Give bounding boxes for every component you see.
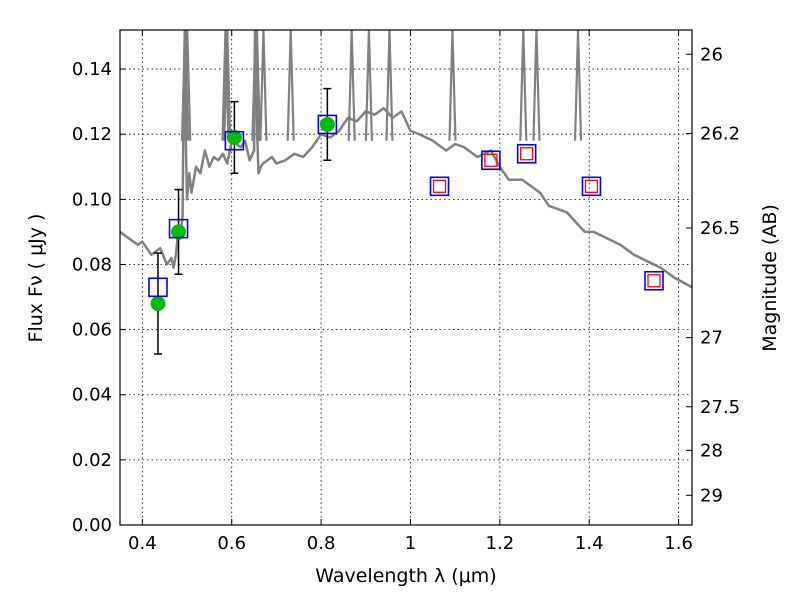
sed-line (120, 30, 692, 289)
x-tick-label: 0.4 (128, 533, 157, 554)
emission-line-spike (251, 30, 260, 141)
y-tick-label: 0.02 (72, 450, 112, 471)
model-square-blue (317, 114, 338, 135)
x-tick-label: 1.4 (575, 533, 604, 554)
model-square-blue (481, 150, 501, 171)
emission-line-spike (448, 30, 457, 141)
y-tick-label: 0.10 (72, 189, 112, 210)
right-tick-label: 28 (700, 440, 723, 461)
emission-line-spike (183, 30, 192, 141)
plot-area (120, 30, 692, 355)
photometry-point (150, 296, 166, 312)
emission-line-spike (364, 30, 374, 141)
photometry-point (171, 224, 187, 240)
ticks: 0.4 0.6 0.8 1 1.2 1.4 1.6 0.00 0.02 0.04 0.06 0.08 0… (72, 30, 740, 554)
y-tick-label: 0.08 (72, 254, 112, 275)
right-tick-label: 29 (700, 485, 723, 506)
model-square-red (432, 179, 447, 193)
x-tick-label: 1 (405, 533, 416, 554)
emission-line-spike (385, 30, 394, 141)
x-axis-label: Wavelength λ (μm) (315, 565, 496, 587)
model-square-red (484, 153, 498, 167)
emission-line-spike (519, 30, 528, 141)
x-tick-label: 1.2 (486, 533, 515, 554)
emission-line-spike (286, 30, 295, 141)
right-tick-label: 26 (700, 44, 723, 65)
model-square-red (647, 274, 661, 288)
y-tick-label: 0.06 (72, 320, 112, 341)
plot-frame (119, 29, 693, 526)
emission-line-spike (180, 30, 190, 141)
model-square-blue (224, 130, 245, 151)
x-tick-label: 0.8 (307, 533, 336, 554)
model-square-blue (429, 176, 450, 197)
model-square-blue (644, 270, 664, 291)
y-axis-label: Flux Fν ( μJy ) (25, 214, 47, 343)
x-tick-label: 0.6 (217, 533, 246, 554)
model-square-blue (168, 218, 189, 239)
y-tick-label: 0.12 (72, 124, 112, 145)
photometry-point (319, 116, 335, 132)
emission-line-spike (221, 30, 230, 141)
emission-line-spike (532, 30, 541, 141)
right-tick-label: 26.5 (700, 218, 740, 239)
model-square-blue (516, 143, 537, 164)
y-tick-label: 0.00 (72, 515, 112, 536)
emission-line-spike (259, 30, 268, 141)
model-square-red (584, 179, 599, 193)
y-tick-label: 0.04 (72, 385, 112, 406)
grid (120, 30, 692, 526)
model-square-red (520, 147, 534, 161)
right-tick-label: 27.5 (700, 397, 740, 418)
right-tick-label: 27 (700, 328, 723, 349)
model-square-blue (581, 176, 602, 197)
right-axis-label: Magnitude (AB) (759, 204, 781, 352)
right-tick-label: 26.2 (700, 123, 740, 144)
x-tick-label: 1.6 (664, 533, 693, 554)
emission-line-spike (252, 30, 262, 141)
photometry-point (226, 129, 242, 145)
emission-line-spike (347, 30, 356, 141)
emission-line-spike (223, 30, 232, 141)
y-tick-label: 0.14 (72, 59, 112, 80)
model-square-blue (148, 277, 168, 298)
emission-line-spike (573, 30, 583, 141)
